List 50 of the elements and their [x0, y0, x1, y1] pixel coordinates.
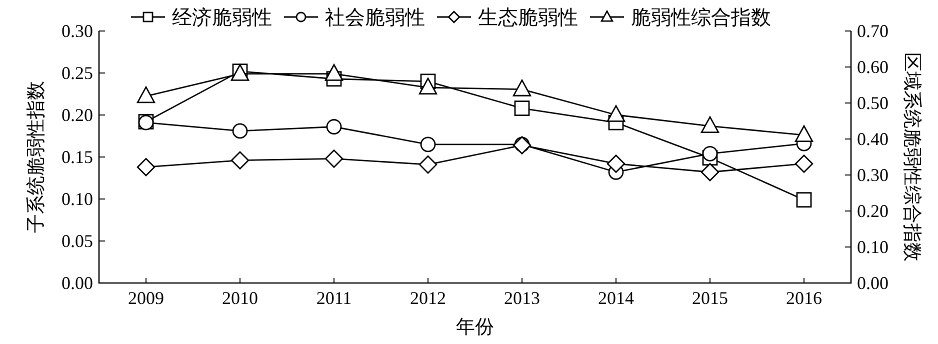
legend-label: 社会脆弱性 — [325, 7, 425, 29]
point — [606, 105, 626, 122]
y2-tick-label: 0.50 — [857, 93, 888, 113]
y-tick-label: 0.15 — [62, 147, 93, 167]
legend-label: 脆弱性综合指数 — [631, 7, 771, 29]
x-tick-label: 2016 — [786, 288, 822, 308]
point — [418, 78, 438, 95]
point — [700, 116, 720, 134]
point — [702, 146, 718, 162]
x-tick-label: 2009 — [128, 288, 164, 308]
x-axis-title: 年份 — [456, 317, 494, 338]
y2-tick-label: 0.60 — [857, 57, 888, 77]
point — [700, 163, 720, 182]
point — [606, 154, 626, 173]
point — [796, 192, 812, 208]
y2-tick-label: 0.20 — [857, 201, 888, 221]
point — [136, 158, 156, 176]
y-axis-title: 子系统脆弱性指数 — [26, 81, 47, 233]
y2-tick-label: 0.40 — [857, 129, 888, 149]
point — [326, 119, 342, 134]
y2-tick-label: 0.00 — [857, 273, 888, 293]
y-tick-label: 0.30 — [62, 21, 93, 41]
point — [324, 150, 344, 168]
point — [230, 151, 250, 170]
point — [418, 155, 438, 174]
point — [324, 64, 344, 81]
legend-label: 生态脆弱性 — [478, 7, 578, 29]
point — [794, 154, 814, 173]
x-tick-label: 2014 — [598, 288, 634, 308]
y-tick-label: 0.05 — [62, 231, 93, 251]
y-tick-label: 0.20 — [62, 105, 93, 125]
x-tick-label: 2015 — [692, 288, 728, 308]
y2-tick-label: 0.10 — [857, 237, 888, 257]
y2-tick-label: 0.30 — [857, 165, 888, 185]
point — [420, 136, 436, 152]
x-tick-label: 2010 — [222, 288, 258, 308]
y-tick-label: 0.25 — [62, 63, 93, 83]
point — [232, 123, 248, 139]
point — [136, 86, 156, 104]
y2-axis-title: 区域系统脆弱性综合指数 — [901, 52, 922, 262]
y2-tick-label: 0.70 — [857, 21, 888, 41]
point — [514, 100, 530, 116]
x-tick-label: 2013 — [504, 288, 540, 308]
y-tick-label: 0.10 — [62, 189, 93, 209]
x-tick-label: 2011 — [316, 288, 352, 308]
point — [512, 80, 532, 96]
legend-label: 经济脆弱性 — [172, 7, 272, 29]
y-tick-label: 0.00 — [62, 273, 93, 293]
point — [794, 125, 814, 142]
x-tick-label: 2012 — [410, 288, 446, 308]
